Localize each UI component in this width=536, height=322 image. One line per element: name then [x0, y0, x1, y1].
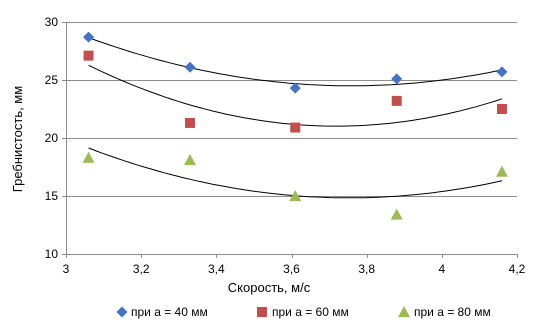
data-point-series-2 — [496, 104, 507, 114]
y-tick-label: 25 — [45, 73, 59, 87]
tick-labels: 10 15 20 25 30 3 3,2 3,4 3,6 3,8 4 4,2 — [45, 15, 526, 276]
data-point-series-2 — [185, 117, 196, 128]
data-points — [82, 31, 508, 220]
data-point-series-3 — [82, 151, 95, 163]
data-point-series-3 — [390, 208, 403, 220]
legend: при а = 40 мм при а = 60 мм при а = 80 мм — [116, 305, 491, 319]
legend-marker — [116, 306, 128, 318]
data-point-series-2 — [290, 122, 301, 133]
legend-item: при а = 40 мм — [116, 305, 208, 319]
data-point-series-1 — [83, 31, 95, 43]
trendlines — [88, 37, 503, 199]
legend-marker — [257, 307, 267, 317]
x-tick-label: 3 — [63, 262, 70, 276]
axes — [62, 22, 518, 258]
data-point-series-2 — [391, 95, 402, 106]
data-point-series-1 — [391, 73, 403, 85]
data-point-series-1 — [289, 82, 301, 94]
data-point-series-2 — [83, 50, 94, 61]
data-point-series-3 — [495, 165, 508, 177]
legend-marker — [398, 306, 410, 318]
y-tick-label: 15 — [45, 189, 59, 203]
x-tick-label: 3,2 — [133, 262, 150, 276]
x-axis-title: Скорость, м/с — [228, 280, 311, 295]
x-tick-label: 4,2 — [509, 262, 526, 276]
x-tick-label: 3,6 — [283, 262, 300, 276]
grid — [66, 22, 517, 197]
legend-label: при а = 60 мм — [272, 305, 349, 319]
data-point-series-1 — [184, 61, 196, 73]
legend-item: при а = 60 мм — [257, 305, 349, 319]
trendline-2 — [88, 64, 503, 127]
legend-label: при а = 40 мм — [131, 305, 208, 319]
data-point-series-1 — [496, 66, 508, 78]
x-tick-label: 3,4 — [208, 262, 225, 276]
data-point-series-3 — [184, 154, 197, 166]
legend-item: при а = 80 мм — [398, 305, 491, 319]
legend-label: при а = 80 мм — [414, 305, 491, 319]
trendline-1 — [88, 37, 503, 87]
y-tick-label: 10 — [45, 247, 59, 261]
data-point-series-3 — [289, 190, 302, 202]
x-tick-label: 3,8 — [358, 262, 375, 276]
y-tick-label: 20 — [45, 131, 59, 145]
y-tick-label: 30 — [45, 15, 59, 29]
y-axis-title: Гребнистость, мм — [10, 86, 25, 192]
x-tick-label: 4 — [438, 262, 445, 276]
